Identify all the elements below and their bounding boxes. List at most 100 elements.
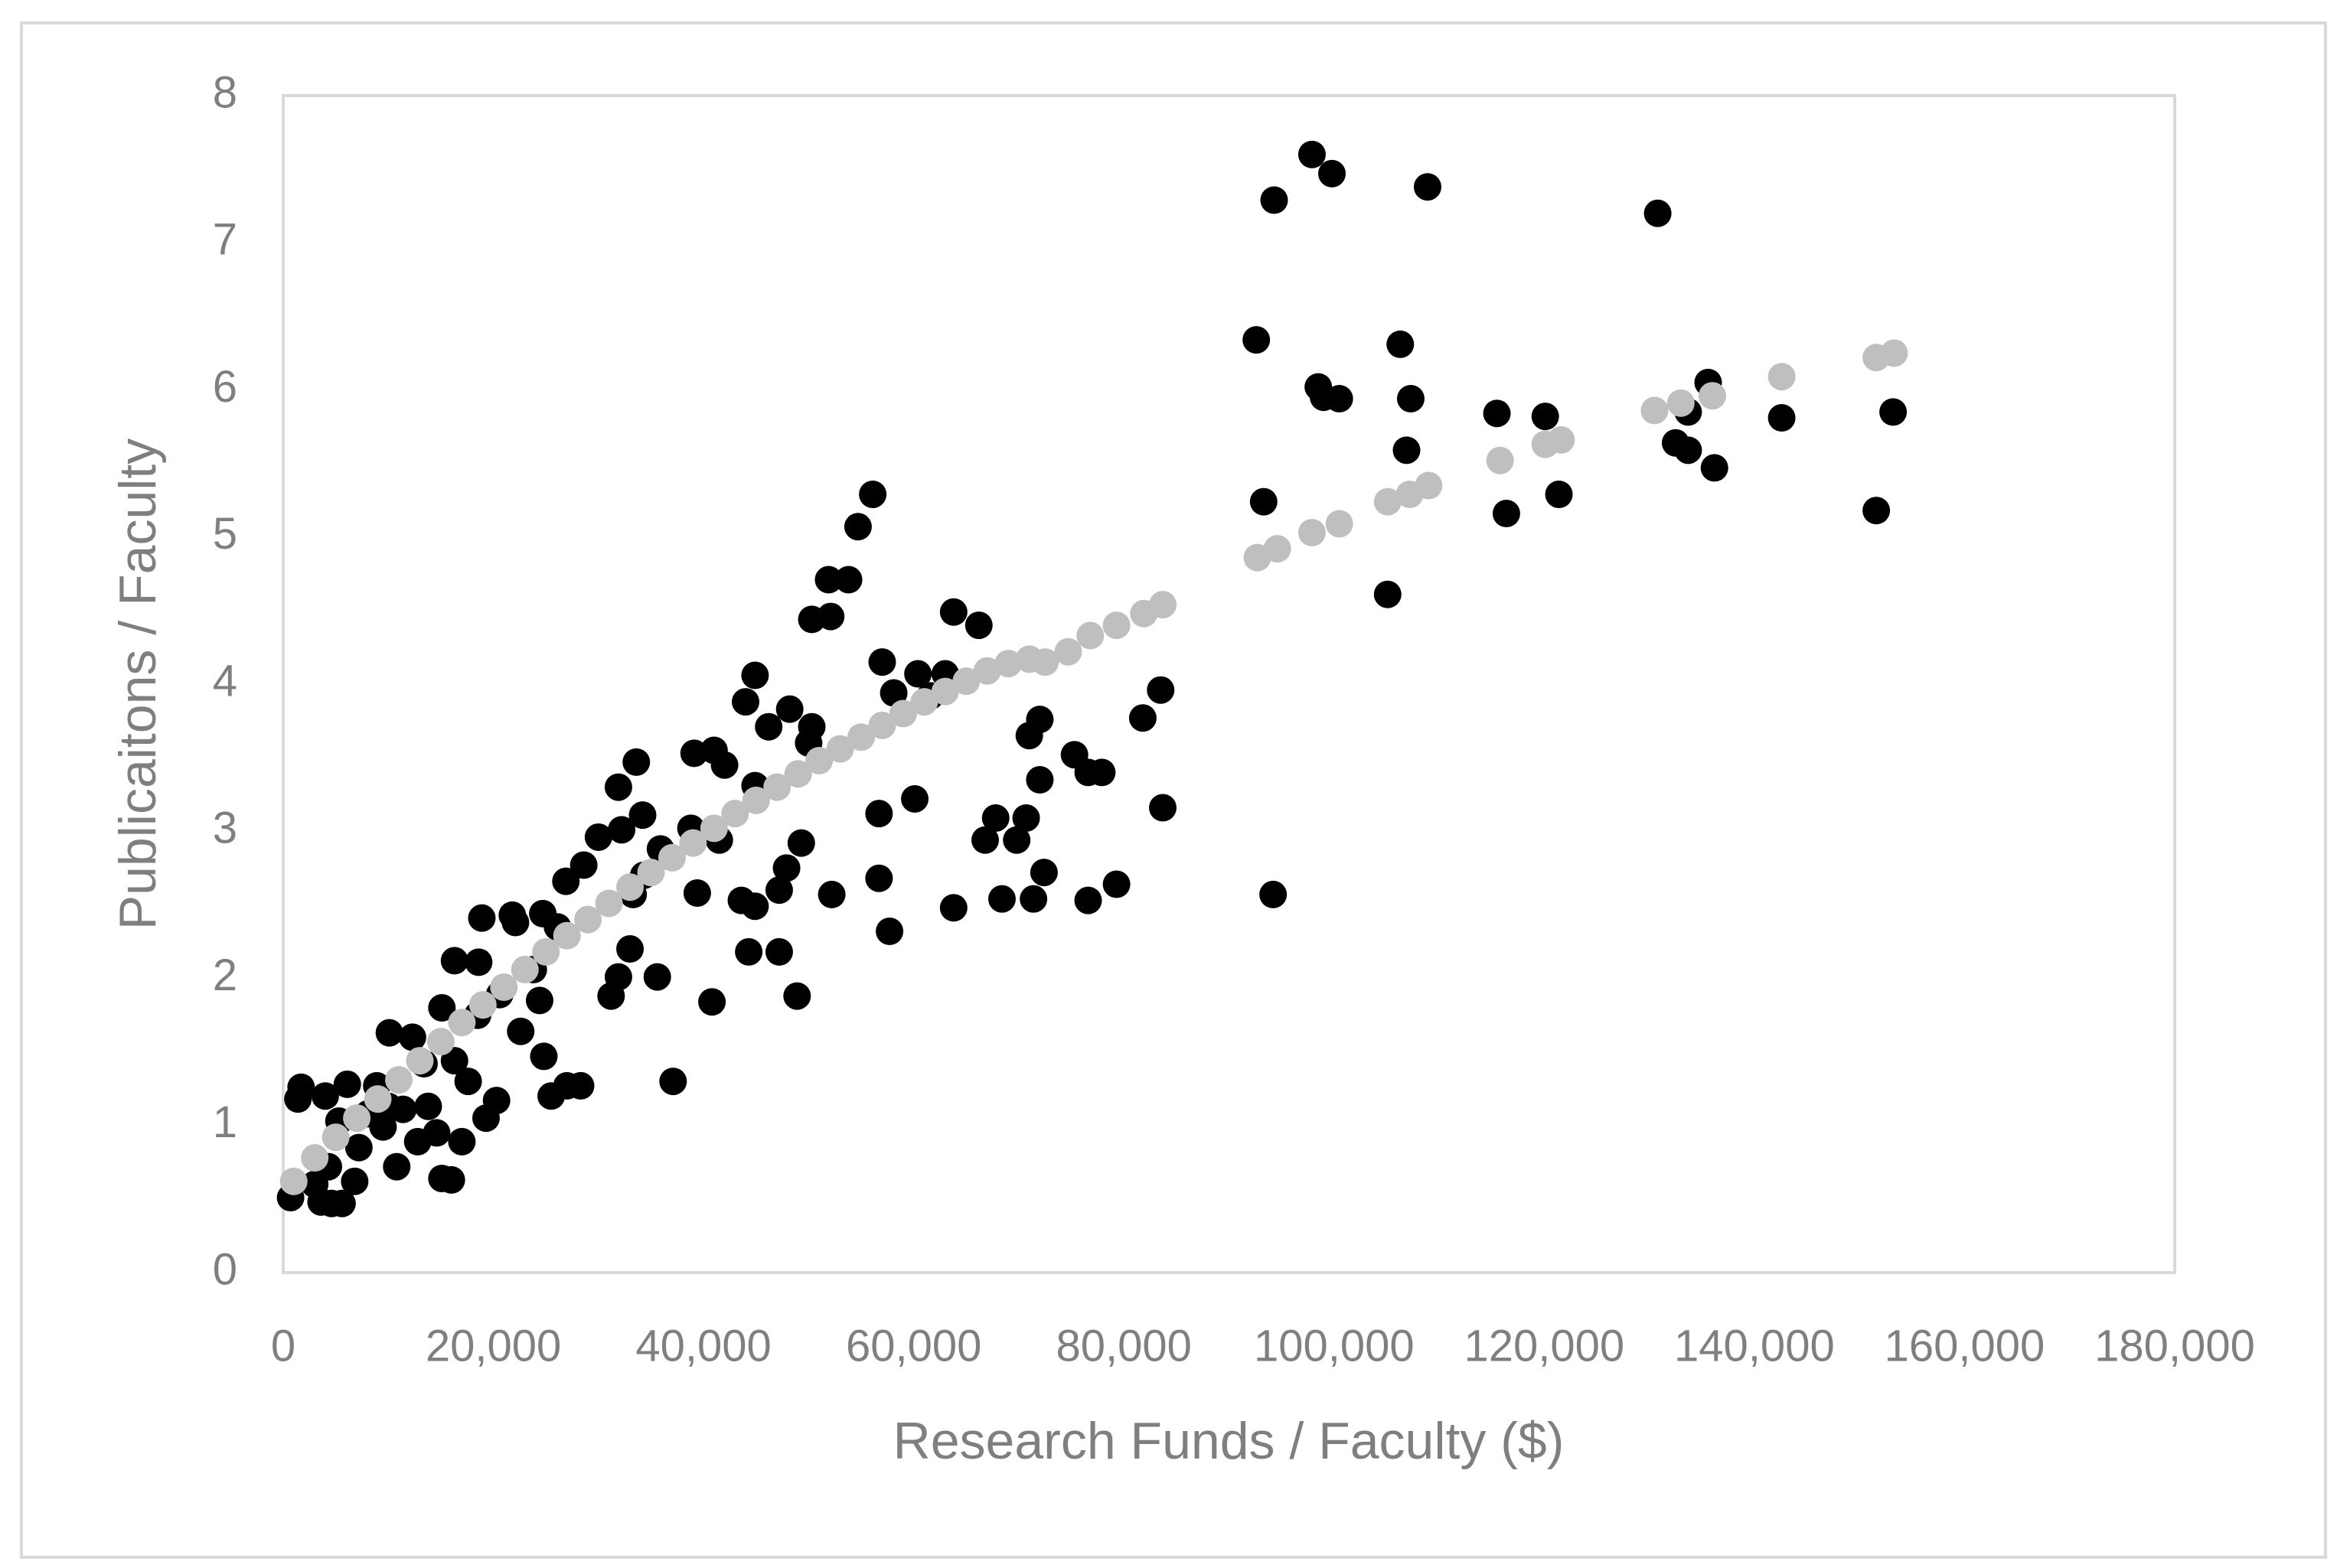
point — [574, 905, 602, 934]
point — [952, 667, 981, 696]
point — [1767, 404, 1796, 432]
point — [994, 650, 1023, 678]
point — [511, 955, 539, 983]
point — [1076, 621, 1105, 650]
point — [1149, 794, 1177, 822]
point — [787, 829, 815, 857]
point — [1015, 722, 1043, 750]
point — [1259, 880, 1288, 908]
point — [1074, 886, 1102, 914]
point — [454, 1068, 482, 1096]
point — [826, 735, 854, 763]
point — [727, 886, 756, 914]
point — [775, 695, 804, 723]
point — [700, 814, 728, 843]
point — [814, 566, 843, 594]
point — [763, 773, 791, 801]
point — [931, 677, 959, 706]
point — [1698, 382, 1726, 410]
point — [1249, 487, 1278, 516]
point — [1880, 339, 1908, 367]
point — [428, 993, 456, 1022]
point — [1242, 326, 1271, 354]
point — [584, 823, 612, 851]
point — [537, 1082, 566, 1110]
point — [406, 1047, 434, 1075]
point — [1020, 885, 1048, 913]
point — [868, 648, 896, 676]
point — [426, 1028, 455, 1056]
point — [428, 1164, 456, 1192]
point — [742, 786, 770, 814]
point — [741, 661, 769, 689]
point — [284, 1085, 312, 1113]
point — [1026, 765, 1054, 794]
point — [765, 937, 793, 966]
point — [383, 1152, 411, 1181]
point — [385, 1066, 413, 1094]
series — [279, 339, 1908, 1195]
point — [834, 566, 863, 594]
point — [1318, 159, 1346, 187]
x-tick-label: 120,000 — [1464, 1321, 1625, 1371]
point — [868, 711, 896, 739]
point — [643, 963, 671, 991]
point — [1674, 436, 1702, 465]
point — [1486, 446, 1514, 474]
point — [901, 784, 929, 813]
point — [683, 879, 711, 907]
point — [403, 1127, 432, 1156]
point — [735, 937, 763, 966]
point — [530, 1042, 558, 1071]
point — [783, 982, 811, 1010]
point — [1531, 403, 1559, 431]
point — [658, 843, 686, 872]
point — [844, 513, 872, 541]
point — [964, 611, 993, 640]
point — [552, 867, 580, 895]
point — [1012, 804, 1040, 832]
point — [698, 988, 726, 1016]
point — [939, 894, 968, 922]
x-tick-label: 40,000 — [635, 1321, 771, 1371]
point — [805, 746, 834, 774]
point — [910, 688, 938, 716]
point — [1297, 140, 1326, 168]
point — [1263, 535, 1291, 563]
y-tick-label: 7 — [213, 215, 237, 265]
point — [1128, 704, 1157, 732]
point — [1325, 385, 1353, 413]
y-tick-label: 4 — [213, 656, 237, 706]
chart-border — [20, 21, 2327, 1559]
point — [1149, 591, 1177, 619]
point — [889, 699, 917, 728]
x-tick-label: 0 — [271, 1321, 295, 1371]
point — [1386, 330, 1415, 358]
point — [1879, 398, 1908, 426]
point — [529, 899, 557, 927]
point — [1547, 425, 1575, 454]
point — [616, 935, 645, 963]
point — [1373, 580, 1402, 608]
point — [1492, 499, 1520, 527]
y-tick-label: 0 — [213, 1244, 237, 1294]
point — [1640, 396, 1669, 425]
point — [1297, 518, 1326, 546]
point — [772, 854, 801, 882]
point — [1700, 454, 1728, 482]
point — [732, 688, 760, 716]
point — [755, 712, 783, 741]
point — [1643, 199, 1672, 227]
point — [333, 1070, 361, 1098]
point — [1054, 637, 1082, 666]
point — [765, 876, 793, 905]
point — [301, 1144, 329, 1172]
point — [1396, 385, 1425, 413]
point — [472, 1104, 500, 1133]
point — [865, 864, 893, 892]
point — [465, 948, 493, 976]
plot-border — [282, 94, 2176, 1274]
point — [398, 1023, 426, 1051]
point — [880, 679, 908, 707]
